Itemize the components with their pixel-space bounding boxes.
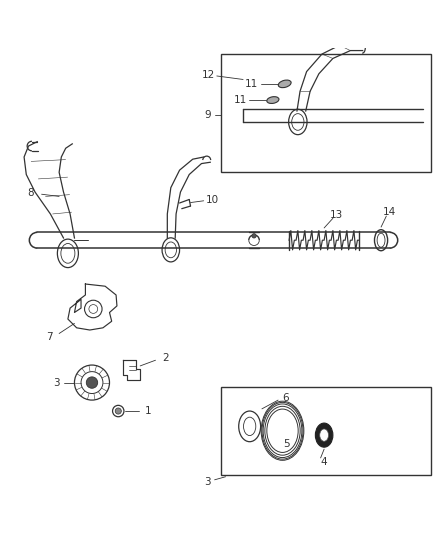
Text: 14: 14 — [383, 207, 396, 217]
Text: 10: 10 — [206, 195, 219, 205]
Bar — [221, 387, 431, 474]
Text: 7: 7 — [46, 332, 53, 342]
Circle shape — [252, 233, 256, 238]
Circle shape — [115, 408, 121, 414]
Text: 13: 13 — [330, 210, 343, 220]
Text: 3: 3 — [204, 478, 211, 488]
Ellipse shape — [278, 80, 291, 87]
Text: 8: 8 — [27, 188, 34, 198]
Ellipse shape — [320, 429, 328, 441]
Text: 9: 9 — [205, 110, 212, 120]
Circle shape — [86, 377, 98, 388]
Text: 1: 1 — [145, 406, 152, 416]
Bar — [221, 54, 431, 172]
Text: 4: 4 — [321, 457, 328, 467]
Text: 12: 12 — [201, 70, 215, 80]
Ellipse shape — [267, 96, 279, 103]
Ellipse shape — [315, 423, 333, 447]
Text: 11: 11 — [233, 95, 247, 105]
Text: 2: 2 — [162, 353, 169, 364]
Text: 3: 3 — [53, 377, 60, 387]
Text: 11: 11 — [245, 79, 258, 89]
Text: 5: 5 — [283, 439, 290, 449]
Text: 6: 6 — [282, 393, 289, 403]
